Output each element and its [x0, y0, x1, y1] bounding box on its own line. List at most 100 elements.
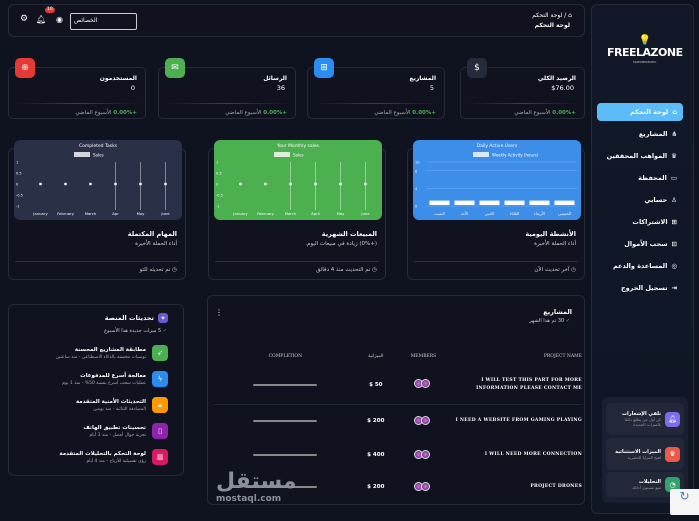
data-point [164, 182, 167, 186]
recaptcha-badge[interactable]: ↻ [670, 489, 699, 515]
update-sub: رؤى تفصيلية للأرباح - منذ 4 أيام [86, 458, 146, 464]
user-icon[interactable]: ◉ [56, 15, 63, 24]
promo-title: التحليلات [638, 479, 661, 485]
legend-swatch [74, 152, 90, 157]
legend-swatch [274, 152, 290, 157]
promo-item[interactable]: 🔔︎ تلقي الإشعارات كن أول من يطلع دائمًا با… [606, 403, 684, 435]
x-tick-label: May [337, 211, 346, 216]
logo-text: FREELAZONE [607, 46, 683, 59]
y-tick-label: 10 [415, 161, 419, 165]
legend-swatch [473, 152, 489, 157]
avatar [421, 379, 431, 389]
y-tick-label: -1 [16, 205, 20, 209]
chart: Daily Active Users Weekly Activity (hours… [415, 143, 577, 216]
card-footer: ◷ تم التحديث منذ 4 دقائق [316, 267, 377, 273]
update-item[interactable]: ➶ مطابقة المشاريع المحسنة توصيات محسنة بال… [8, 345, 168, 361]
platform-updates-panel: ✦ تحديثات المنصة ✓ 5 ميزات جديدة هذا الأ… [8, 304, 184, 476]
promo-sub: تتبع مستوى أدائك [632, 485, 661, 490]
promo-item[interactable]: ♛ الميزات الاستثنائية افتح المزايا الحصرية [606, 438, 684, 470]
projects-sub: ✓ 30 تم هذا الشهر [529, 318, 570, 324]
card-sub: أداء الحملة الأخيرة [534, 241, 576, 247]
stat-change: +0.00% الأسبوع الماضي [374, 110, 436, 116]
home-icon: ⌂ [672, 108, 677, 116]
sidebar-item-8[interactable]: ⇥ تسجيل الخروج [620, 284, 677, 292]
table-row[interactable]: $ 200 I NEED A WEBSITE FROM GAMING PLAYIN… [214, 404, 582, 438]
mail-icon: ✉ [165, 58, 185, 78]
sidebar-item-2[interactable]: ♛ المواهب المحققين [606, 152, 677, 160]
x-tick-label: الأربعاء [534, 211, 545, 216]
chart-icon: ▥ [152, 449, 168, 465]
gift-icon: ⊞ [671, 218, 677, 226]
share-icon: ⋔ [671, 130, 677, 138]
budget-cell: $ 200 [367, 484, 385, 490]
update-item[interactable]: ▯ تحسينات تطبيق الهاتف تجربة جوال أفضل - م… [8, 423, 168, 439]
sidebar-item-0[interactable]: ⌂ لوحة التحكم [597, 103, 683, 121]
sidebar-item-7[interactable]: ◎ المساعدة والدعم [612, 262, 677, 270]
sparkle-icon: ✦ [158, 313, 168, 323]
completion-bar [253, 420, 318, 423]
stat-value: 0 [130, 84, 135, 92]
logout-icon: ⇥ [671, 284, 677, 292]
card-title: المهام المكتملة [127, 230, 177, 238]
legend-label: Sales [293, 153, 304, 158]
search-input[interactable]: الخصائص [70, 13, 137, 30]
headset-icon: ◎ [671, 262, 677, 270]
table-row[interactable]: $ 200 PROJECT DRONES [214, 472, 582, 502]
notification-badge: 10 [45, 7, 55, 13]
column-header: الميزانية [368, 353, 384, 359]
sidebar-item-3[interactable]: ▭ المحفظة [638, 174, 677, 182]
sidebar-item-6[interactable]: ⊡ سحب الأموال [624, 240, 677, 248]
data-point [139, 182, 142, 186]
update-item[interactable]: ϟ معالجة أسرع للمدفوعات عمليات سحب أسرع بن… [8, 371, 168, 387]
bell-icon[interactable]: 🔔︎ [36, 15, 47, 24]
budget-cell: $ 400 [367, 452, 385, 458]
chart-title: Completed Tasks [79, 143, 118, 149]
stat-card: ✉ الرسائل 36 +0.00% الأسبوع الماضي [158, 58, 296, 119]
pie-icon: ◔ [665, 477, 680, 492]
bolt-icon: ϟ [152, 371, 168, 387]
project-name: I WILL NEED MORE CONNECTION [484, 452, 582, 457]
x-tick-label: April [311, 211, 320, 216]
column-header: PROJECT NAME [543, 353, 582, 359]
chart-title: Daily Active Users [477, 143, 518, 149]
update-title: معالجة أسرع للمدفوعات [80, 372, 146, 379]
clock-icon: ◷ [569, 267, 576, 273]
projects-title: المشاريع [543, 308, 572, 316]
rocket-icon: ➶ [152, 345, 168, 361]
update-item[interactable]: ▥ لوحة التحكم بالتحليلات المتقدمة رؤى تفصي… [8, 449, 168, 465]
x-tick-label: January [232, 211, 248, 216]
update-sub: تجربة جوال أفضل - منذ 3 أيام [89, 432, 146, 438]
x-tick-label: March [285, 211, 297, 216]
x-tick-label: Apr [112, 211, 119, 216]
bar [529, 200, 550, 205]
stat-value: 36 [276, 84, 285, 92]
card-title: المبيعات الشهرية [321, 230, 377, 238]
logo-tagline: MAKE DREAMS REAL [633, 60, 656, 64]
data-point [39, 182, 42, 186]
breadcrumb[interactable]: ⌂ / لوحة التحكم [532, 12, 572, 19]
stat-label: الرصيد الكلي [537, 75, 576, 82]
table-row[interactable]: $ 50 I WILL TEST THIS PART FOR MORE INFOR… [214, 366, 582, 404]
more-menu-icon[interactable]: ⋮ [215, 308, 223, 317]
y-tick-label: 0 [415, 205, 417, 209]
sidebar-item-4[interactable]: ♙ حسابي [644, 196, 677, 204]
lock-icon: 🔒︎ [152, 397, 168, 413]
bar [429, 200, 450, 205]
x-tick-label: الثلاثاء [510, 211, 520, 216]
update-item[interactable]: 🔒︎ التحديثات الأمنية المتقدمة المصادقة الث… [8, 397, 168, 413]
table-row[interactable]: $ 400 I WILL NEED MORE CONNECTION [214, 438, 582, 472]
bar [479, 200, 500, 205]
sidebar-item-5[interactable]: ⊞ الاشتراكات [632, 218, 677, 226]
card-footer: ◷ تم تحديثه للتو [139, 267, 177, 273]
dollar-icon: $ [467, 58, 487, 78]
avatar [421, 415, 431, 425]
bar [454, 200, 475, 205]
update-title: لوحة التحكم بالتحليلات المتقدمة [59, 450, 146, 457]
data-point [289, 182, 292, 186]
sidebar-item-1[interactable]: ⋔ المشاريع [638, 130, 677, 138]
stat-label: المستخدمون [99, 75, 137, 82]
crown-icon: ♛ [665, 446, 680, 462]
check-icon: ✓ [161, 328, 167, 334]
gear-icon[interactable]: ⚙ [20, 14, 29, 24]
y-tick-label: 8 [415, 169, 417, 173]
